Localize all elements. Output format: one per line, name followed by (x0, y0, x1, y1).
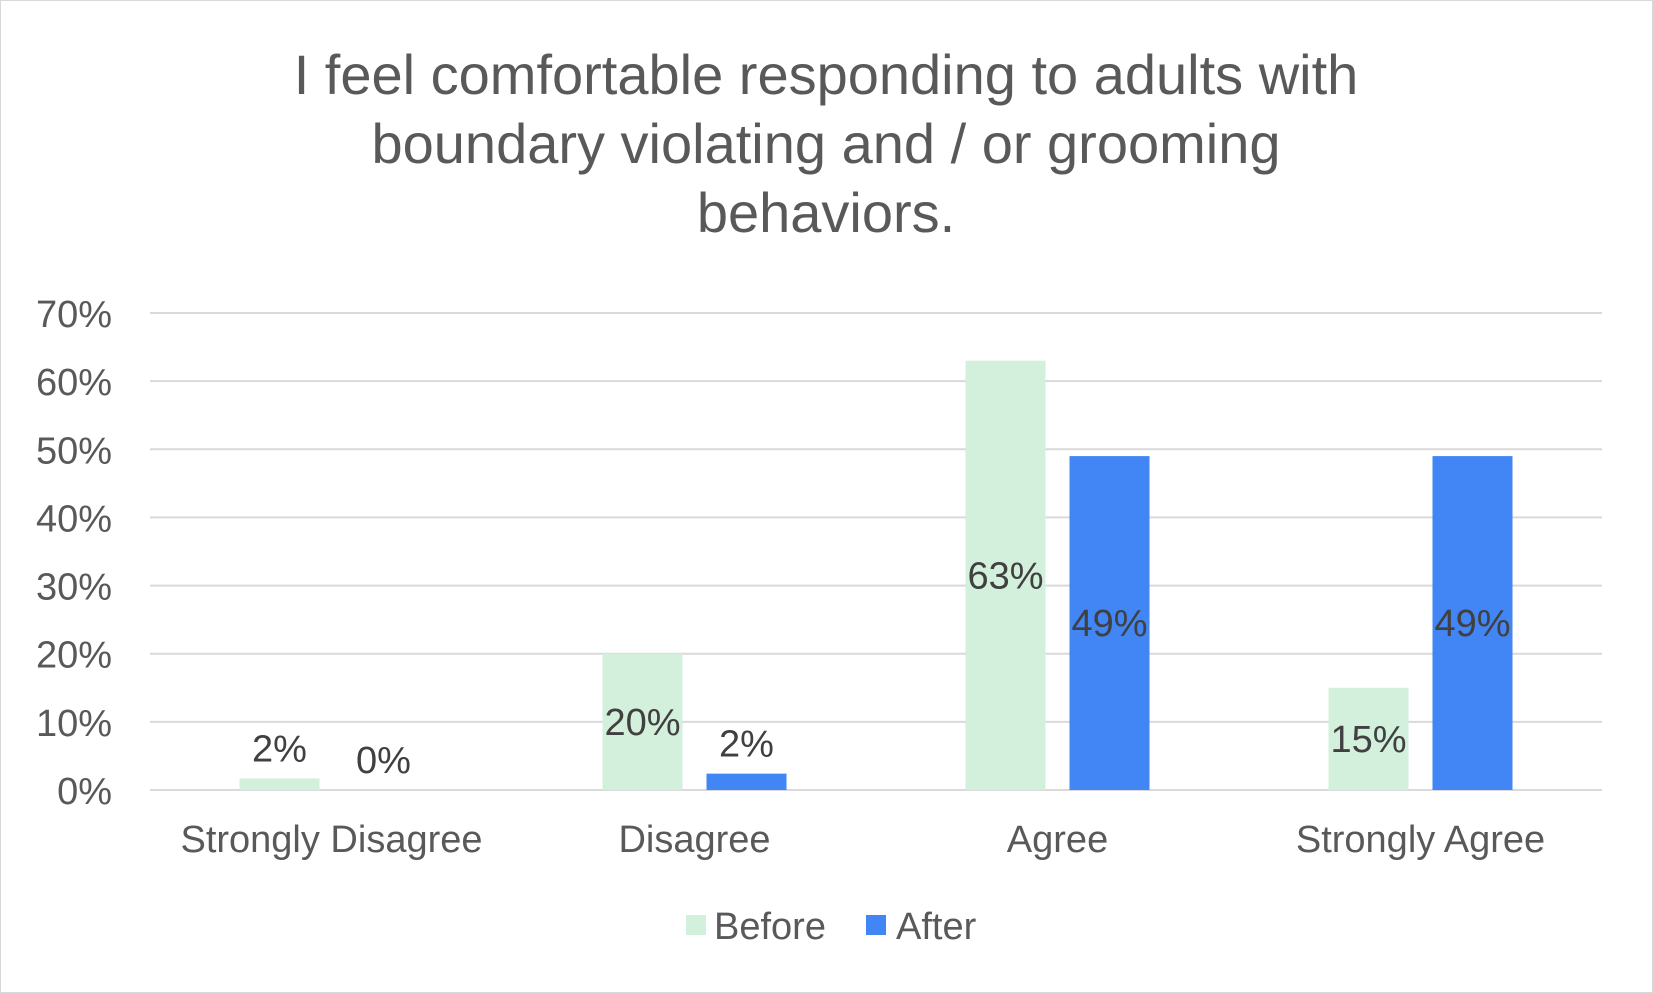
bar-after-2 (1069, 456, 1150, 790)
legend: Before After (686, 906, 977, 948)
bar-before-1 (602, 653, 683, 790)
data-label: 2% (719, 724, 774, 766)
data-label: 49% (1071, 603, 1147, 645)
y-tick-label: 50% (36, 430, 112, 472)
bar-before-3 (1328, 687, 1409, 790)
legend-swatch-after (866, 915, 886, 935)
bars (239, 360, 1513, 790)
data-label: 0% (356, 740, 411, 782)
chart-title-line-1: I feel comfortable responding to adults … (294, 43, 1359, 106)
legend-label-after: After (896, 906, 977, 948)
chart-title-line-3: behaviors. (697, 181, 955, 244)
y-tick-label: 10% (36, 703, 112, 745)
bar-before-0 (239, 778, 320, 790)
x-axis-ticks: Strongly Disagree Disagree Agree Strongly A… (180, 819, 1545, 861)
y-tick-label: 40% (36, 498, 112, 540)
chart-title: I feel comfortable responding to adults … (294, 43, 1359, 244)
data-label: 20% (604, 702, 680, 744)
chart-title-line-2: boundary violating and / or grooming (371, 112, 1280, 175)
x-tick-label: Agree (1007, 819, 1108, 861)
data-label: 63% (967, 555, 1043, 597)
data-label: 49% (1434, 603, 1510, 645)
y-tick-label: 30% (36, 567, 112, 609)
bar-after-1 (706, 773, 787, 790)
y-tick-label: 20% (36, 635, 112, 677)
data-label: 2% (252, 728, 307, 770)
x-tick-label: Strongly Disagree (180, 819, 482, 861)
y-tick-label: 0% (57, 771, 112, 813)
bar-before-2 (965, 360, 1046, 790)
x-tick-label: Strongly Agree (1296, 819, 1545, 861)
y-tick-label: 70% (36, 294, 112, 336)
y-tick-label: 60% (36, 362, 112, 404)
data-label: 15% (1330, 719, 1406, 761)
y-axis-ticks: 0% 10% 20% 30% 40% 50% 60% 70% (36, 294, 112, 813)
data-labels: 2% 0% 20% 2% 63% 49% 15% 49% (252, 555, 1510, 782)
legend-label-before: Before (714, 906, 826, 948)
legend-swatch-before (686, 915, 706, 935)
bar-after-3 (1432, 456, 1513, 790)
x-tick-label: Disagree (618, 819, 770, 861)
